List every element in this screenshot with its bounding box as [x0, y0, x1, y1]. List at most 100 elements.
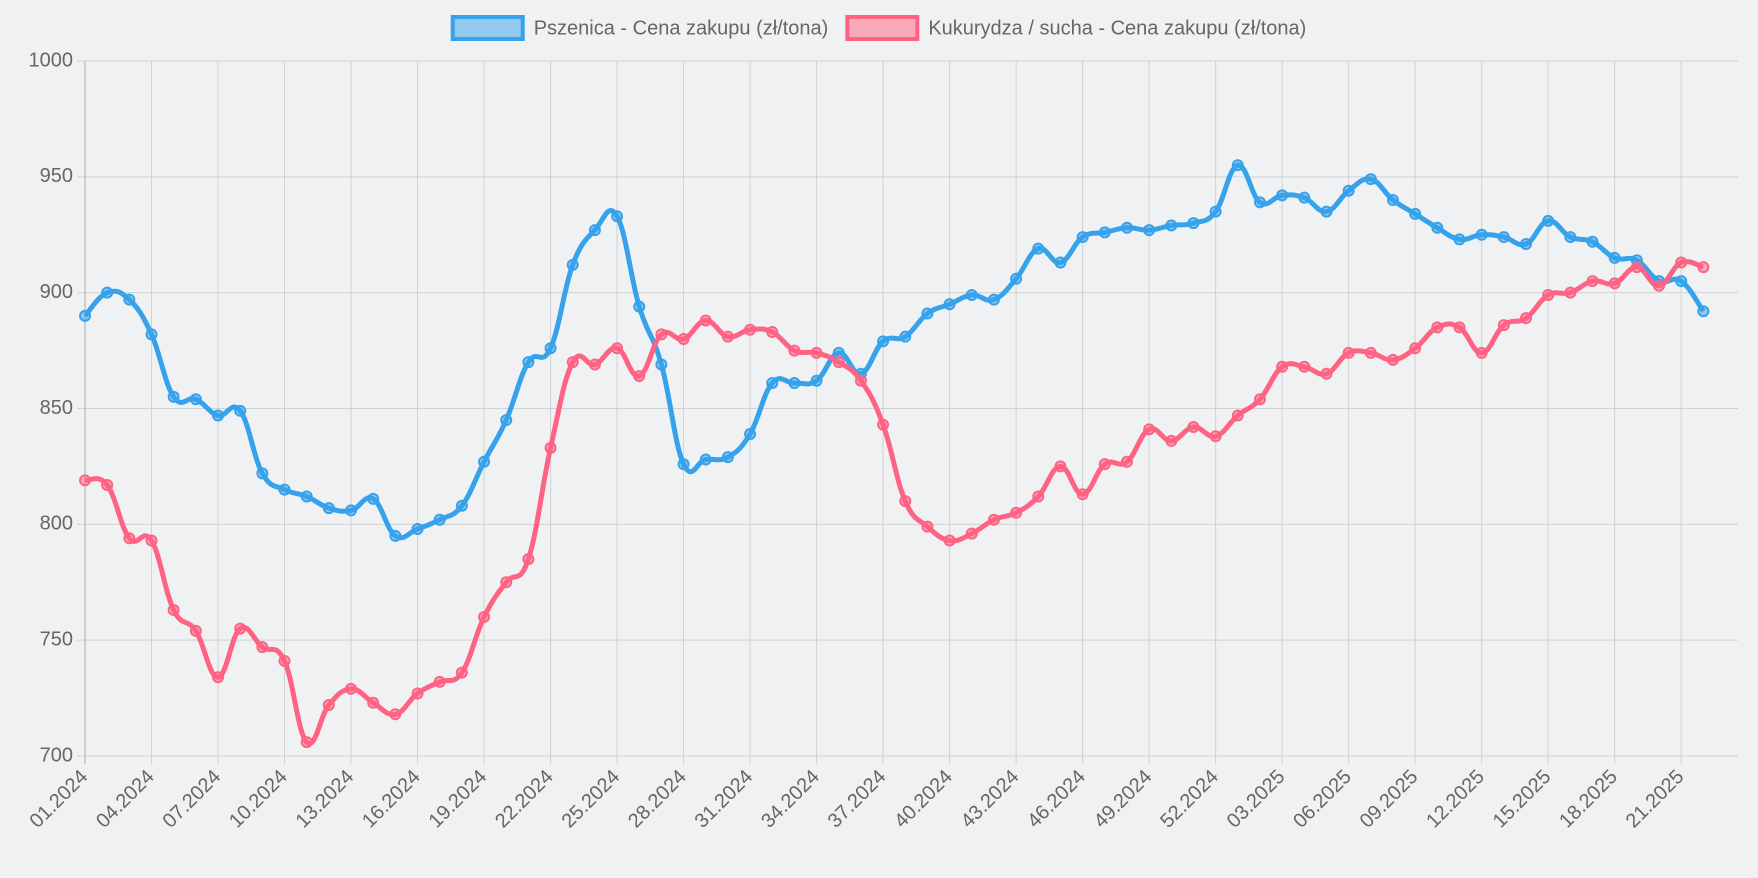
data-point [411, 687, 424, 700]
data-point [101, 478, 114, 491]
data-point [1386, 194, 1399, 206]
data-point [389, 708, 402, 721]
data-point [1320, 205, 1333, 218]
x-tick-label: 09.2025 [1356, 766, 1423, 833]
data-point [1409, 342, 1422, 355]
data-point [345, 504, 358, 517]
y-tick-label: 950 [40, 165, 73, 187]
x-tick-label: 07.2024 [159, 766, 226, 833]
data-point [433, 513, 446, 526]
data-point [1542, 214, 1555, 227]
data-point [1187, 421, 1200, 434]
data-point [1231, 159, 1244, 172]
data-point [544, 342, 557, 355]
data-point [1342, 184, 1355, 197]
data-point [1143, 224, 1156, 237]
data-point [877, 335, 890, 348]
data-point [1586, 235, 1599, 248]
x-tick-label: 22.2024 [491, 766, 558, 833]
data-point [677, 458, 690, 471]
x-tick-label: 52.2024 [1156, 766, 1223, 833]
data-point [455, 499, 468, 512]
data-point [145, 328, 158, 341]
data-point [500, 576, 513, 589]
data-point [655, 328, 668, 341]
y-tick-label: 800 [40, 513, 73, 535]
data-point [1675, 256, 1688, 269]
x-tick-label: 40.2024 [890, 766, 957, 833]
data-point [810, 374, 823, 387]
data-point [611, 342, 624, 355]
data-point [1453, 233, 1466, 246]
data-point [300, 490, 313, 503]
data-point [455, 666, 468, 679]
y-tick-label: 900 [40, 281, 73, 303]
data-point [1364, 173, 1377, 186]
data-point [877, 418, 890, 431]
data-point [1608, 251, 1621, 264]
data-point [1431, 221, 1444, 234]
x-tick-label: 28.2024 [624, 766, 691, 833]
data-point [1386, 353, 1399, 366]
data-point [1098, 226, 1111, 239]
data-point [566, 356, 579, 369]
x-tick-label: 15.2025 [1489, 766, 1556, 833]
x-tick-label: 25.2024 [558, 766, 625, 833]
data-point [1032, 242, 1045, 255]
x-tick-label: 01.2024 [26, 766, 93, 833]
data-point [899, 495, 912, 508]
data-point [234, 404, 247, 417]
x-tick-label: 04.2024 [92, 766, 159, 833]
data-point [145, 534, 158, 547]
data-point [500, 414, 513, 427]
data-point [766, 377, 779, 390]
data-point [256, 467, 269, 480]
data-point [1054, 460, 1067, 473]
data-point [633, 370, 646, 383]
data-point [1342, 346, 1355, 359]
x-tick-label: 21.2025 [1622, 766, 1689, 833]
data-point [965, 527, 978, 540]
data-point [1520, 312, 1533, 325]
data-point [234, 622, 247, 635]
data-point [1320, 367, 1333, 380]
data-point [943, 298, 956, 311]
data-point [167, 604, 180, 617]
data-point [1475, 228, 1488, 241]
data-point [123, 293, 136, 306]
data-point [522, 356, 535, 369]
data-point [965, 288, 978, 301]
data-point [721, 451, 734, 464]
data-point [322, 502, 335, 515]
data-point [987, 293, 1000, 306]
data-point [854, 374, 867, 387]
data-point [189, 393, 202, 406]
x-tick-label: 16.2024 [358, 766, 425, 833]
data-point [522, 553, 535, 566]
data-point [1120, 221, 1133, 234]
data-point [721, 330, 734, 343]
legend-item: Kukurydza / sucha - Cena zakupu (zł/tona… [845, 15, 1306, 41]
x-tick-label: 49.2024 [1090, 766, 1157, 833]
x-tick-label: 13.2024 [292, 766, 359, 833]
data-point [677, 333, 690, 345]
x-tick-label: 31.2024 [691, 766, 758, 833]
data-point [123, 532, 136, 545]
data-point [1653, 279, 1666, 292]
data-point [1165, 219, 1178, 232]
data-point [832, 356, 845, 369]
data-point [1542, 288, 1555, 301]
data-point [987, 513, 1000, 526]
legend-swatch [845, 15, 920, 41]
data-point [744, 427, 757, 440]
y-tick-label: 700 [40, 744, 73, 766]
data-point [655, 358, 668, 371]
x-tick-label: 18.2025 [1555, 766, 1622, 833]
x-tick-label: 06.2025 [1289, 766, 1356, 833]
data-point [899, 330, 912, 343]
data-point [345, 682, 358, 695]
data-point [1520, 238, 1533, 251]
data-point [611, 210, 624, 223]
legend-label: Pszenica - Cena zakupu (zł/tona) [534, 17, 829, 39]
